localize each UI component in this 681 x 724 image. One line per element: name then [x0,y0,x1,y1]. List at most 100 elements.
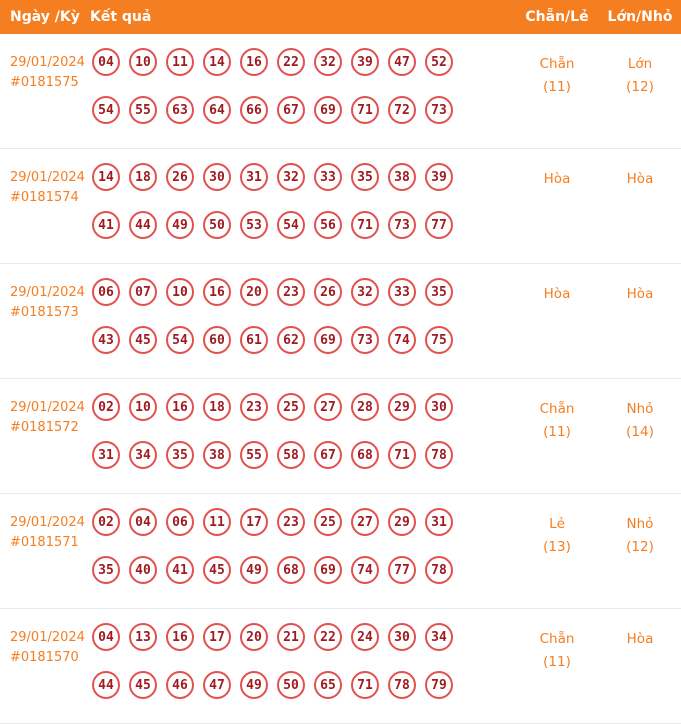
big-small-cell: Lớn (12) [599,48,681,99]
big-small-value: Lớn [627,56,653,72]
draw-date: 29/01/2024 [10,515,85,530]
result-number: 43 [92,326,120,354]
result-number: 78 [425,556,453,584]
result-number: 31 [425,508,453,536]
result-number: 35 [92,556,120,584]
result-number: 39 [425,163,453,191]
result-number: 26 [166,163,194,191]
result-number: 79 [425,671,453,699]
result-number: 11 [166,48,194,76]
result-number: 02 [92,393,120,421]
result-number: 35 [425,278,453,306]
result-number: 31 [240,163,268,191]
result-number: 74 [351,556,379,584]
numbers-line-2: 31 34 35 38 55 58 67 68 71 78 [92,441,515,469]
even-odd-cell: Chẵn (11) [515,48,599,99]
result-number: 65 [314,671,342,699]
result-number: 28 [351,393,379,421]
date-period-link[interactable]: 29/01/2024 #0181572 [0,393,90,438]
result-numbers: 02 10 16 18 23 25 27 28 29 30 31 34 35 38 55 58 67 68 71 7… [90,393,515,469]
result-number: 33 [314,163,342,191]
even-odd-count: (11) [543,653,571,670]
result-number: 25 [277,393,305,421]
result-row: 29/01/2024 #0181574 14 18 26 30 31 32 33 35 38 39… [0,149,681,264]
date-period-link[interactable]: 29/01/2024 #0181574 [0,163,90,208]
even-odd-value: Hòa [543,171,571,187]
result-number: 55 [240,441,268,469]
even-odd-cell: Lẻ (13) [515,508,599,559]
result-number: 23 [277,508,305,536]
even-odd-value: Hòa [543,286,571,302]
date-period-link[interactable]: 29/01/2024 #0181571 [0,508,90,553]
result-row: 29/01/2024 #0181572 02 10 16 18 23 25 27 28 29 30… [0,379,681,494]
result-number: 54 [166,326,194,354]
header-date-period: Ngày /Kỳ [10,9,80,25]
result-number: 69 [314,556,342,584]
result-number: 60 [203,326,231,354]
result-number: 16 [203,278,231,306]
result-number: 16 [166,623,194,651]
big-small-value: Hòa [626,171,654,187]
date-period-link[interactable]: 29/01/2024 #0181573 [0,278,90,323]
result-number: 77 [388,556,416,584]
result-number: 34 [129,441,157,469]
result-number: 39 [351,48,379,76]
result-number: 34 [425,623,453,651]
draw-date: 29/01/2024 [10,400,85,415]
result-number: 29 [388,508,416,536]
big-small-count: (12) [626,78,654,95]
result-row: 29/01/2024 #0181571 02 04 06 11 17 23 25 27 29 31… [0,494,681,609]
result-number: 32 [351,278,379,306]
result-number: 30 [388,623,416,651]
result-number: 17 [240,508,268,536]
result-numbers: 04 10 11 14 16 22 32 39 47 52 54 55 63 64 66 67 69 71 72 7… [90,48,515,124]
result-number: 25 [314,508,342,536]
result-number: 33 [388,278,416,306]
result-number: 27 [314,393,342,421]
result-number: 71 [351,211,379,239]
draw-period: #0181575 [10,75,79,91]
result-number: 30 [203,163,231,191]
even-odd-value: Chẵn [539,56,575,72]
big-small-cell: Hòa [599,163,681,191]
date-period-link[interactable]: 29/01/2024 #0181575 [0,48,90,93]
header-result: Kết quả [90,9,152,25]
big-small-cell: Nhỏ (14) [599,393,681,444]
result-number: 55 [129,96,157,124]
result-number: 54 [277,211,305,239]
result-number: 44 [92,671,120,699]
result-number: 45 [129,671,157,699]
result-number: 71 [388,441,416,469]
result-number: 20 [240,623,268,651]
even-odd-cell: Chẵn (11) [515,623,599,674]
result-number: 35 [351,163,379,191]
result-number: 73 [425,96,453,124]
result-number: 31 [92,441,120,469]
result-number: 44 [129,211,157,239]
even-odd-value: Chẵn [539,631,575,647]
result-number: 04 [92,48,120,76]
draw-date: 29/01/2024 [10,170,85,185]
result-number: 78 [425,441,453,469]
numbers-line-2: 43 45 54 60 61 62 69 73 74 75 [92,326,515,354]
result-number: 63 [166,96,194,124]
result-number: 40 [129,556,157,584]
result-number: 14 [92,163,120,191]
draw-date: 29/01/2024 [10,630,85,645]
result-number: 38 [388,163,416,191]
big-small-cell: Hòa [599,623,681,651]
result-number: 14 [203,48,231,76]
result-number: 52 [425,48,453,76]
draw-period: #0181573 [10,305,79,321]
result-number: 66 [240,96,268,124]
even-odd-value: Chẵn [539,401,575,417]
result-number: 02 [92,508,120,536]
result-number: 06 [92,278,120,306]
result-number: 11 [203,508,231,536]
result-number: 22 [314,623,342,651]
even-odd-count: (11) [543,423,571,440]
result-number: 16 [166,393,194,421]
result-number: 45 [203,556,231,584]
numbers-line-1: 02 04 06 11 17 23 25 27 29 31 [92,508,515,536]
date-period-link[interactable]: 29/01/2024 #0181570 [0,623,90,668]
